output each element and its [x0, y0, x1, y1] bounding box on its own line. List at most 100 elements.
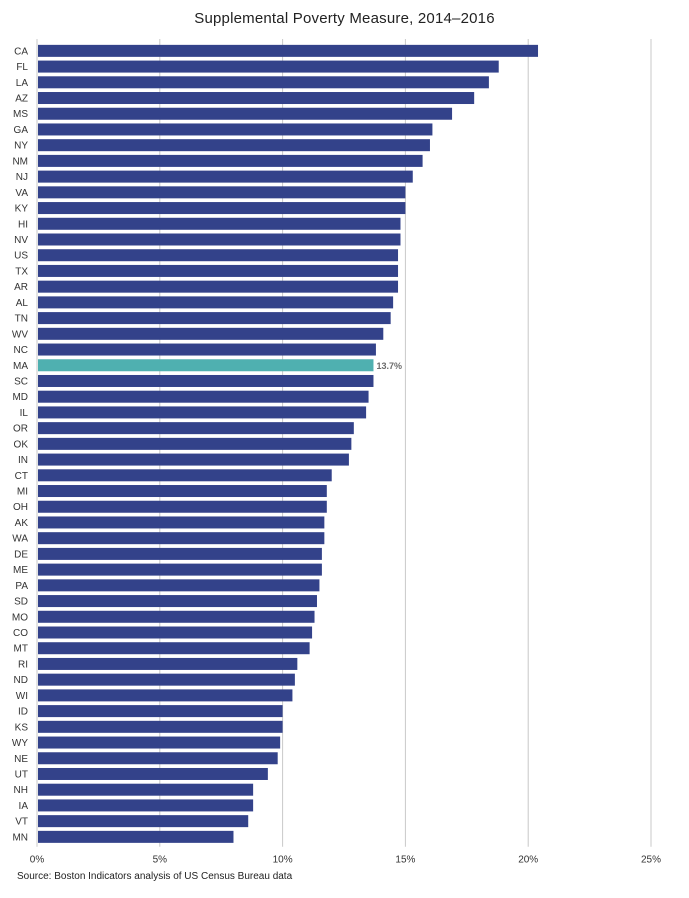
category-label: OK: [14, 439, 29, 450]
category-label: PA: [15, 581, 28, 592]
category-label: SD: [14, 597, 28, 608]
bar-ks: [38, 720, 283, 733]
bar-tn: [38, 312, 391, 325]
category-label: MT: [14, 644, 28, 655]
bar-ma: [38, 359, 374, 372]
category-label: AR: [14, 282, 28, 293]
category-label: CA: [14, 46, 28, 57]
bar-or: [38, 422, 354, 435]
category-label: UT: [15, 769, 28, 780]
bar-tx: [38, 264, 399, 277]
bar-ok: [38, 437, 352, 450]
x-tick-label: 10%: [273, 855, 293, 866]
bar-ak: [38, 516, 325, 529]
category-label: NE: [14, 754, 28, 765]
bar-de: [38, 547, 322, 560]
category-label: MI: [17, 487, 28, 498]
category-label: DE: [14, 549, 28, 560]
category-label: WI: [16, 691, 28, 702]
category-label: OH: [13, 502, 28, 513]
category-label: NM: [12, 156, 28, 167]
category-label: ME: [13, 565, 28, 576]
category-label: CT: [15, 471, 28, 482]
category-label: VA: [15, 188, 28, 199]
bar-ne: [38, 752, 278, 765]
x-tick-label: 0%: [30, 855, 45, 866]
category-label: NY: [14, 141, 28, 152]
category-label: CO: [13, 628, 28, 639]
bar-md: [38, 390, 369, 403]
category-label: AZ: [15, 94, 28, 105]
category-label: NV: [14, 235, 28, 246]
bar-ct: [38, 469, 332, 482]
category-label: OR: [13, 424, 28, 435]
bar-sc: [38, 374, 374, 387]
category-label: MS: [13, 109, 28, 120]
bar-nc: [38, 343, 376, 356]
bar-oh: [38, 500, 327, 513]
bar-nd: [38, 673, 295, 686]
bar-hi: [38, 217, 401, 230]
bar-ut: [38, 767, 268, 780]
bar-az: [38, 92, 475, 105]
source-note: Source: Boston Indicators analysis of US…: [17, 871, 293, 882]
bar-mo: [38, 610, 315, 623]
bar-la: [38, 76, 489, 89]
category-label: IL: [20, 408, 29, 419]
category-label: TX: [15, 266, 28, 277]
category-label: GA: [14, 125, 29, 136]
bar-wa: [38, 532, 325, 545]
category-label: NJ: [16, 172, 28, 183]
bar-us: [38, 249, 399, 262]
category-label: KS: [15, 722, 29, 733]
category-label: MD: [12, 392, 28, 403]
bar-pa: [38, 579, 320, 592]
category-label: HI: [18, 219, 28, 230]
category-label: NH: [14, 785, 28, 796]
category-label: SC: [14, 376, 28, 387]
category-label: ID: [18, 707, 28, 718]
bar-wi: [38, 689, 293, 702]
category-label: WV: [12, 329, 28, 340]
category-label: AK: [15, 518, 29, 529]
bar-wy: [38, 736, 281, 749]
category-labels: CA FL LA AZ MS GA NY NM NJ VA KY HI NV US TX AR AL TN WV NC…: [12, 46, 402, 843]
bar-ia: [38, 799, 254, 812]
x-tick-label: 15%: [395, 855, 415, 866]
bar-il: [38, 406, 367, 419]
bar-nm: [38, 154, 423, 167]
category-label: US: [14, 251, 28, 262]
bar-mi: [38, 485, 327, 498]
bar-wv: [38, 327, 384, 340]
category-label: FL: [16, 62, 28, 73]
bar-nh: [38, 783, 254, 796]
bar-ky: [38, 202, 406, 215]
category-label: AL: [16, 298, 29, 309]
bar-ms: [38, 107, 453, 120]
category-label: ND: [14, 675, 28, 686]
category-label: TN: [15, 314, 28, 325]
category-label: WY: [12, 738, 28, 749]
bar-al: [38, 296, 394, 309]
bar-nv: [38, 233, 401, 246]
chart-title: Supplemental Poverty Measure, 2014–2016: [194, 10, 495, 27]
category-label: IA: [19, 801, 29, 812]
x-tick-label: 5%: [153, 855, 168, 866]
bars: [38, 44, 539, 843]
bar-sd: [38, 595, 317, 608]
bar-ri: [38, 657, 298, 670]
bar-ga: [38, 123, 433, 136]
bar-vt: [38, 815, 249, 828]
x-tick-label: 25%: [641, 855, 661, 866]
bar-co: [38, 626, 313, 639]
bar-fl: [38, 60, 499, 73]
bar-nj: [38, 170, 413, 183]
bar-ny: [38, 139, 430, 152]
category-label: VT: [15, 817, 28, 828]
category-label: IN: [18, 455, 28, 466]
category-label: MA: [13, 361, 28, 372]
bar-in: [38, 453, 349, 466]
data-label-highlight: 13.7%: [376, 361, 402, 371]
category-label: KY: [15, 204, 29, 215]
